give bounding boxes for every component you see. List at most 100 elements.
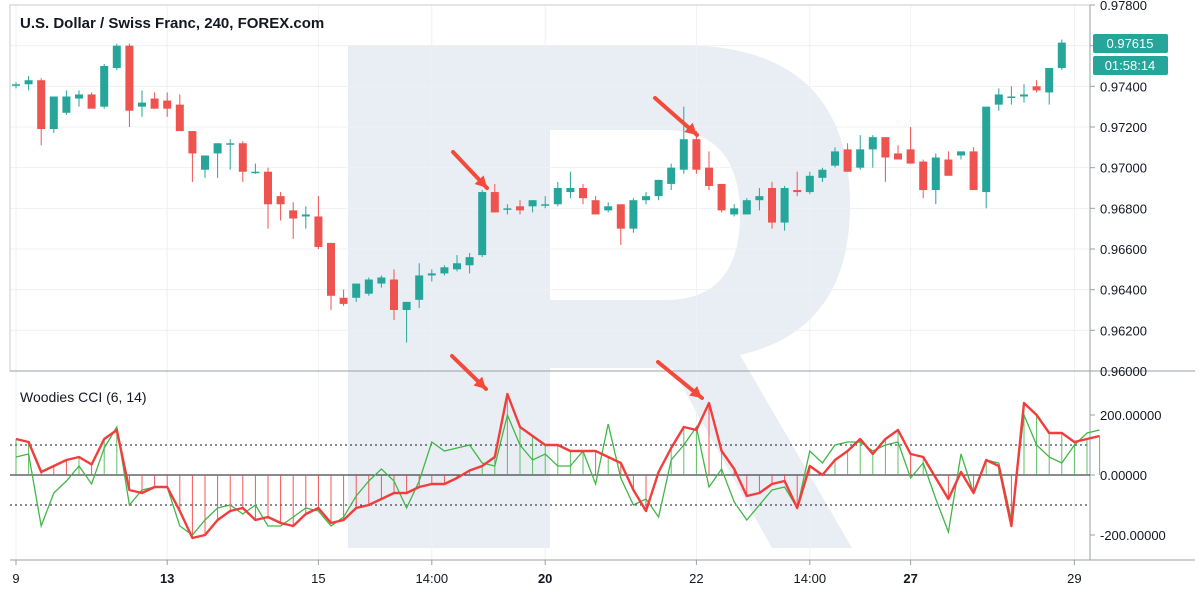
candle-body (906, 149, 915, 164)
candle-body (591, 200, 600, 215)
price-tick-label: 0.97200 (1100, 120, 1147, 135)
arrow-head (474, 175, 487, 188)
time-tick-label: 14:00 (416, 571, 449, 586)
time-tick-label: 13 (160, 571, 174, 586)
time-tick-label: 15 (311, 571, 325, 586)
time-tick-label: 22 (689, 571, 703, 586)
candle-body (24, 80, 33, 85)
candle-body (894, 153, 902, 160)
bar-countdown-label: 01:58:14 (1105, 58, 1156, 73)
candle-body (75, 94, 83, 99)
time-axis: 9 13 15 14:00 20 22 14:00 27 29 (12, 560, 1082, 586)
price-tick-label: 0.96600 (1100, 242, 1147, 257)
price-tick-label: 0.97400 (1100, 79, 1147, 94)
candle-body (49, 96, 58, 130)
price-tick-label: 0.97000 (1100, 161, 1147, 176)
candle-body (453, 263, 461, 270)
candle-body (994, 94, 1003, 105)
candle-body (982, 106, 991, 193)
candle-body (856, 149, 865, 168)
candle-body (12, 84, 20, 86)
candle-body (427, 273, 436, 276)
arrow-head (473, 376, 486, 389)
candle-body (692, 139, 701, 170)
candle-body (125, 45, 134, 111)
time-tick-label: 27 (903, 571, 917, 586)
candle-body (251, 171, 260, 174)
time-tick-label: 9 (12, 571, 19, 586)
candle-body (780, 188, 789, 223)
time-tick-label: 29 (1067, 571, 1081, 586)
price-tick-label: 0.96800 (1100, 201, 1147, 216)
candle-body (969, 151, 978, 191)
candle-body (629, 200, 638, 229)
time-tick-label: 14:00 (794, 571, 827, 586)
candle-body (314, 216, 323, 247)
time-tick-label: 20 (538, 571, 552, 586)
cci-pane (10, 392, 1101, 540)
candle-body (226, 143, 235, 145)
cci-line (15, 392, 1100, 540)
candle-body (957, 151, 965, 156)
candle-body (478, 192, 487, 256)
candle-body (1045, 68, 1054, 93)
candle-body (163, 100, 172, 109)
candle-body (352, 283, 361, 298)
candle-body (566, 188, 575, 193)
candle-body (755, 196, 764, 201)
candle-body (1057, 42, 1066, 69)
candle-body (175, 104, 184, 132)
candle-body (768, 188, 776, 223)
price-axis: 0.978000.976000.974000.972000.970000.968… (1090, 0, 1147, 379)
candle-body (705, 167, 713, 186)
arrow-head (684, 122, 697, 135)
candle-body (440, 267, 449, 274)
chart-title: U.S. Dollar / Swiss Franc, 240, FOREX.co… (20, 15, 324, 32)
candle-body (541, 204, 550, 206)
price-tick-label: 0.97800 (1100, 0, 1147, 13)
candle-body (289, 210, 298, 219)
candle-body (390, 279, 398, 310)
candle-body (327, 242, 335, 296)
candle-body (465, 257, 474, 266)
candle-body (213, 143, 222, 154)
candle-body (730, 208, 739, 215)
candle-body (112, 45, 121, 69)
cci-tick-label: 0.00000 (1100, 468, 1147, 483)
candle-body (87, 94, 96, 109)
price-tick-label: 0.96200 (1100, 323, 1147, 338)
candle-body (62, 96, 71, 113)
candle-body (553, 188, 562, 205)
candle-body (805, 175, 814, 193)
candle-body (364, 279, 373, 294)
candle-body (931, 157, 940, 191)
candle-body (818, 169, 827, 178)
candle-body (654, 179, 663, 197)
candles (12, 39, 1066, 343)
candle-body (1032, 86, 1041, 91)
candle-body (276, 196, 285, 205)
annotation-arrows (450, 96, 704, 400)
candle-body (843, 149, 852, 172)
candle-body (944, 159, 953, 176)
candle-body (642, 196, 650, 201)
candle-body (717, 183, 726, 211)
candle-body (503, 208, 512, 210)
candle-body (579, 188, 587, 199)
candle-body (188, 131, 197, 154)
candle-body (201, 155, 209, 170)
cci-tick-label: -200.00000 (1100, 528, 1166, 543)
price-tick-label: 0.96400 (1100, 283, 1147, 298)
candle-body (138, 102, 146, 107)
candle-body (516, 206, 524, 211)
candle-body (150, 98, 159, 109)
candle-body (616, 204, 625, 229)
candle-body (1020, 94, 1028, 97)
candle-body (402, 301, 411, 310)
cci-tick-label: 200.00000 (1100, 408, 1161, 423)
candle-body (868, 137, 877, 150)
candle-body (528, 200, 537, 207)
current-price-tag: 0.97615 01:58:14 (1093, 34, 1168, 75)
arrow-head (689, 385, 702, 398)
